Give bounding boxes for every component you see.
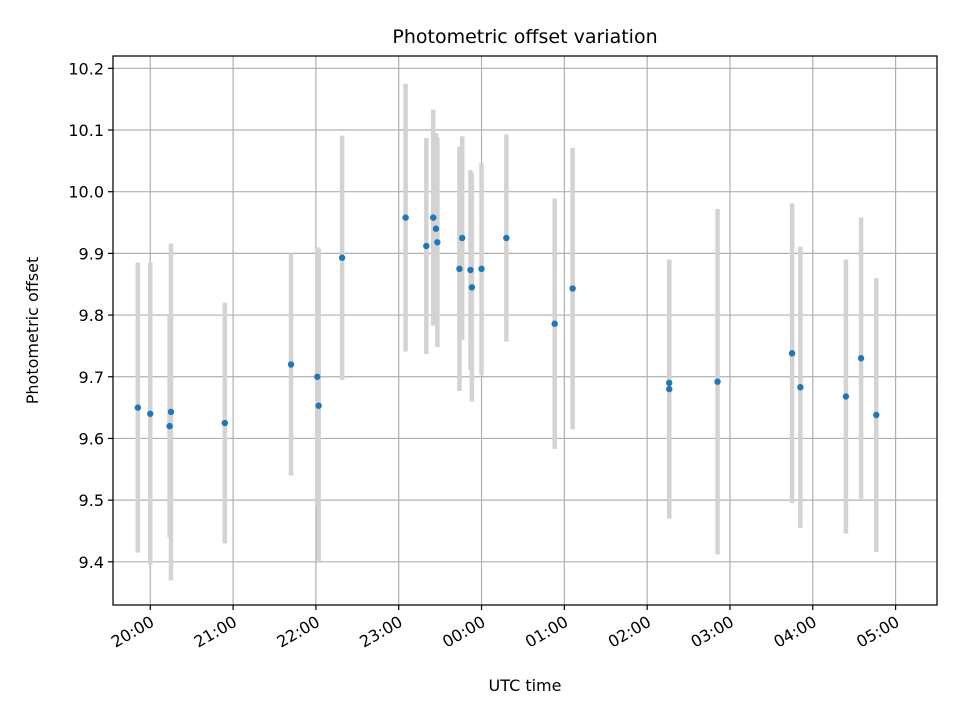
data-point [402, 214, 409, 221]
y-tick-label: 10.2 [68, 59, 104, 78]
y-tick-label: 9.6 [79, 429, 104, 448]
data-point [166, 422, 173, 430]
y-axis-ticks: 9.4 9.5 9.6 9.7 9.8 9.9 10.0 10.1 10.2 [68, 59, 113, 572]
data-point [551, 320, 558, 327]
y-axis-label: Photometric offset [23, 257, 42, 405]
data-point [797, 384, 804, 391]
data-point [434, 239, 441, 246]
data-point [503, 234, 510, 242]
data-point [666, 379, 673, 387]
data-point [134, 404, 142, 411]
data-point [873, 411, 880, 419]
data-point [287, 361, 295, 368]
data-point [458, 234, 466, 242]
data-point [338, 254, 346, 261]
data-point [467, 266, 474, 274]
y-tick-label: 9.9 [79, 244, 104, 263]
data-point [714, 378, 721, 385]
data-point [857, 355, 865, 362]
data-point [569, 285, 576, 292]
chart-title: Photometric offset variation [392, 26, 657, 48]
data-point [468, 284, 476, 291]
data-point [167, 408, 175, 416]
data-point [432, 225, 440, 232]
data-point [314, 373, 321, 380]
data-point [147, 410, 154, 417]
y-tick-label: 9.7 [79, 368, 104, 387]
data-point [478, 265, 485, 273]
y-tick-label: 9.8 [79, 306, 104, 325]
data-point [666, 385, 673, 393]
data-point [456, 265, 463, 273]
grid [113, 56, 937, 605]
data-point [221, 419, 228, 427]
data-point [788, 350, 796, 357]
y-tick-label: 9.4 [79, 553, 104, 572]
x-axis-label: UTC time [489, 676, 562, 695]
plot-frame [112, 55, 938, 606]
data-point [423, 242, 430, 250]
data-point [315, 402, 322, 409]
data-point [430, 214, 437, 221]
data-point [842, 393, 850, 400]
points [134, 214, 880, 430]
y-tick-label: 9.5 [79, 491, 104, 510]
y-tick-label: 10.1 [68, 121, 104, 140]
y-tick-label: 10.0 [68, 183, 104, 202]
